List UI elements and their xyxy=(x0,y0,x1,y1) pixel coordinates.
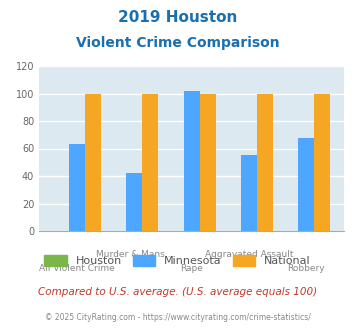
Bar xyxy=(184,91,200,231)
Legend: Houston, Minnesota, National: Houston, Minnesota, National xyxy=(40,250,315,271)
Text: Compared to U.S. average. (U.S. average equals 100): Compared to U.S. average. (U.S. average … xyxy=(38,287,317,297)
Bar xyxy=(85,93,101,231)
Text: © 2025 CityRating.com - https://www.cityrating.com/crime-statistics/: © 2025 CityRating.com - https://www.city… xyxy=(45,314,310,322)
Text: Murder & Mans...: Murder & Mans... xyxy=(95,250,173,259)
Bar xyxy=(315,93,331,231)
Bar xyxy=(126,173,142,231)
Text: All Violent Crime: All Violent Crime xyxy=(39,264,115,273)
Text: 2019 Houston: 2019 Houston xyxy=(118,10,237,25)
Bar xyxy=(142,93,158,231)
Text: Aggravated Assault: Aggravated Assault xyxy=(205,250,293,259)
Bar xyxy=(298,138,315,231)
Bar xyxy=(200,93,216,231)
Text: Robbery: Robbery xyxy=(288,264,325,273)
Text: Violent Crime Comparison: Violent Crime Comparison xyxy=(76,36,279,50)
Bar xyxy=(257,93,273,231)
Bar xyxy=(69,145,85,231)
Bar xyxy=(241,155,257,231)
Text: Rape: Rape xyxy=(180,264,203,273)
